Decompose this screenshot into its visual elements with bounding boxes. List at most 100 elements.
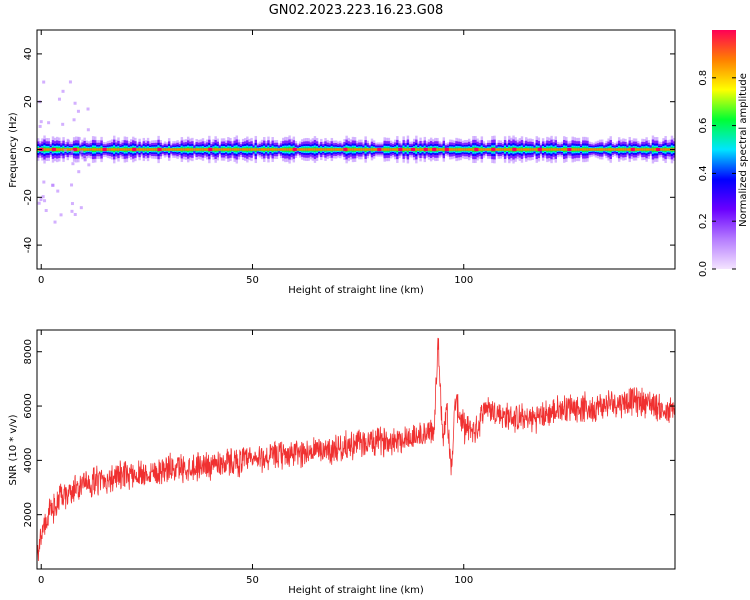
spectrogram-cell bbox=[518, 148, 522, 151]
y-tick-label: 2000 bbox=[23, 502, 34, 527]
spectrogram-speckle bbox=[51, 183, 55, 187]
spectrogram-cell bbox=[279, 148, 283, 151]
spectrogram-cell bbox=[634, 148, 638, 151]
spectrogram-speckle bbox=[66, 139, 70, 143]
spectrogram-cell bbox=[662, 148, 665, 151]
spectrogram-cell bbox=[497, 148, 500, 151]
spectrogram-speckle bbox=[47, 121, 51, 125]
x-tick-label: 0 bbox=[38, 275, 44, 286]
spectrogram-speckle bbox=[68, 80, 72, 84]
spectrogram-peak bbox=[208, 147, 213, 152]
spectrogram-y-ticks: -40 -20 0 20 40 bbox=[23, 48, 675, 253]
spectrogram-cell bbox=[290, 148, 293, 151]
spectrogram-speckle bbox=[77, 137, 81, 141]
spectrogram-cell bbox=[237, 148, 241, 151]
spectrogram-cell bbox=[394, 148, 397, 151]
spectrogram-cell bbox=[387, 148, 391, 151]
spectrogram-cell bbox=[317, 148, 321, 151]
spectrogram-panel: 0 50 100 -40 -20 0 20 40 Height of straight li… bbox=[8, 29, 676, 296]
spectrogram-speckle bbox=[71, 162, 75, 166]
spectrogram-speckle bbox=[80, 150, 84, 154]
spectrogram-cell bbox=[288, 148, 291, 151]
spectrogram-cell bbox=[218, 148, 222, 151]
spectrogram-cell bbox=[406, 148, 410, 151]
spectrogram-cell bbox=[271, 148, 274, 151]
colorbar-label: Normalized spectral amplitude bbox=[738, 73, 749, 227]
spectrogram-cell bbox=[448, 148, 452, 151]
spectrogram-peak bbox=[423, 147, 428, 152]
spectrogram-cell bbox=[465, 148, 469, 151]
spectrogram-cell bbox=[322, 148, 325, 151]
spectrogram-peak bbox=[292, 147, 297, 152]
spectrogram-cell bbox=[301, 148, 304, 151]
spectrogram-cell bbox=[381, 148, 384, 151]
spectrogram-cell bbox=[49, 148, 53, 151]
figure-title: GN02.2023.223.16.23.G08 bbox=[269, 3, 444, 18]
spectrogram-cell bbox=[417, 148, 420, 151]
spectrogram-cell bbox=[486, 148, 490, 151]
y-tick-label: -20 bbox=[23, 189, 34, 205]
spectrogram-cell bbox=[436, 148, 439, 151]
spectrogram-cell bbox=[582, 148, 585, 151]
spectrogram-cell bbox=[607, 148, 610, 151]
spectrogram-cell bbox=[286, 148, 289, 151]
spectrogram-cell bbox=[628, 148, 631, 151]
spectrogram-cell bbox=[552, 148, 555, 151]
spectrogram-cell bbox=[184, 148, 188, 151]
spectrogram-cell bbox=[501, 148, 505, 151]
y-tick-label: 40 bbox=[23, 48, 34, 61]
spectrogram-cell bbox=[144, 148, 148, 151]
spectrogram-cell bbox=[554, 148, 557, 151]
spectrogram-speckle bbox=[70, 183, 74, 187]
x-tick-label: 100 bbox=[454, 275, 473, 286]
spectrogram-cell bbox=[615, 148, 619, 151]
spectrogram-cell bbox=[284, 148, 287, 151]
spectrogram-cell bbox=[313, 148, 317, 151]
spectrogram-cell bbox=[647, 148, 650, 151]
spectrogram-cell bbox=[351, 148, 355, 151]
spectrogram-peak bbox=[102, 147, 107, 152]
spectrogram-cell bbox=[212, 148, 215, 151]
spectrogram-cell bbox=[461, 148, 465, 151]
spectrogram-y-axis-label: Frequency (Hz) bbox=[8, 112, 19, 188]
spectrogram-cell bbox=[250, 148, 253, 151]
spectrogram-cell bbox=[199, 148, 203, 151]
spectrogram-cell bbox=[163, 148, 167, 151]
spectrogram-speckle bbox=[44, 209, 48, 213]
y-tick-label: 20 bbox=[23, 95, 34, 108]
spectrogram-cell bbox=[356, 148, 359, 151]
snr-x-ticks: 0 50 100 bbox=[38, 330, 473, 586]
spectrogram-speckle bbox=[63, 148, 67, 152]
spectrogram-cell bbox=[370, 148, 374, 151]
spectrogram-cell bbox=[649, 148, 653, 151]
spectrogram-cell bbox=[174, 148, 177, 151]
spectrogram-cell bbox=[645, 148, 648, 151]
spectrogram-cell bbox=[79, 148, 82, 151]
spectrogram-peak bbox=[377, 147, 382, 152]
spectrogram-cell bbox=[605, 148, 608, 151]
spectrogram-cell bbox=[309, 148, 312, 151]
spectrogram-cell bbox=[197, 148, 200, 151]
spectrogram-cell bbox=[535, 148, 538, 151]
spectrogram-cell bbox=[368, 148, 372, 151]
spectrogram-cell bbox=[170, 148, 173, 151]
spectrogram-cell bbox=[100, 148, 103, 151]
spectrogram-peak bbox=[132, 147, 137, 152]
spectrogram-cell bbox=[267, 148, 270, 151]
spectrogram-cell bbox=[609, 148, 612, 151]
spectrogram-cell bbox=[459, 148, 462, 151]
spectrogram-speckle bbox=[86, 128, 90, 132]
spectrogram-cell bbox=[341, 148, 344, 151]
spectrogram-cell bbox=[277, 148, 281, 151]
spectrogram-cell bbox=[85, 148, 89, 151]
spectrogram-cell bbox=[229, 148, 232, 151]
spectrogram-cell bbox=[573, 148, 577, 151]
spectrogram-cell bbox=[375, 148, 378, 151]
spectrogram-cell bbox=[307, 148, 310, 151]
spectrogram-cell bbox=[303, 148, 306, 151]
colorbar-tick-label: 0.4 bbox=[698, 165, 709, 181]
spectrogram-cell bbox=[89, 148, 93, 151]
y-tick-label: 6000 bbox=[23, 393, 34, 418]
spectrogram-cell bbox=[438, 148, 441, 151]
